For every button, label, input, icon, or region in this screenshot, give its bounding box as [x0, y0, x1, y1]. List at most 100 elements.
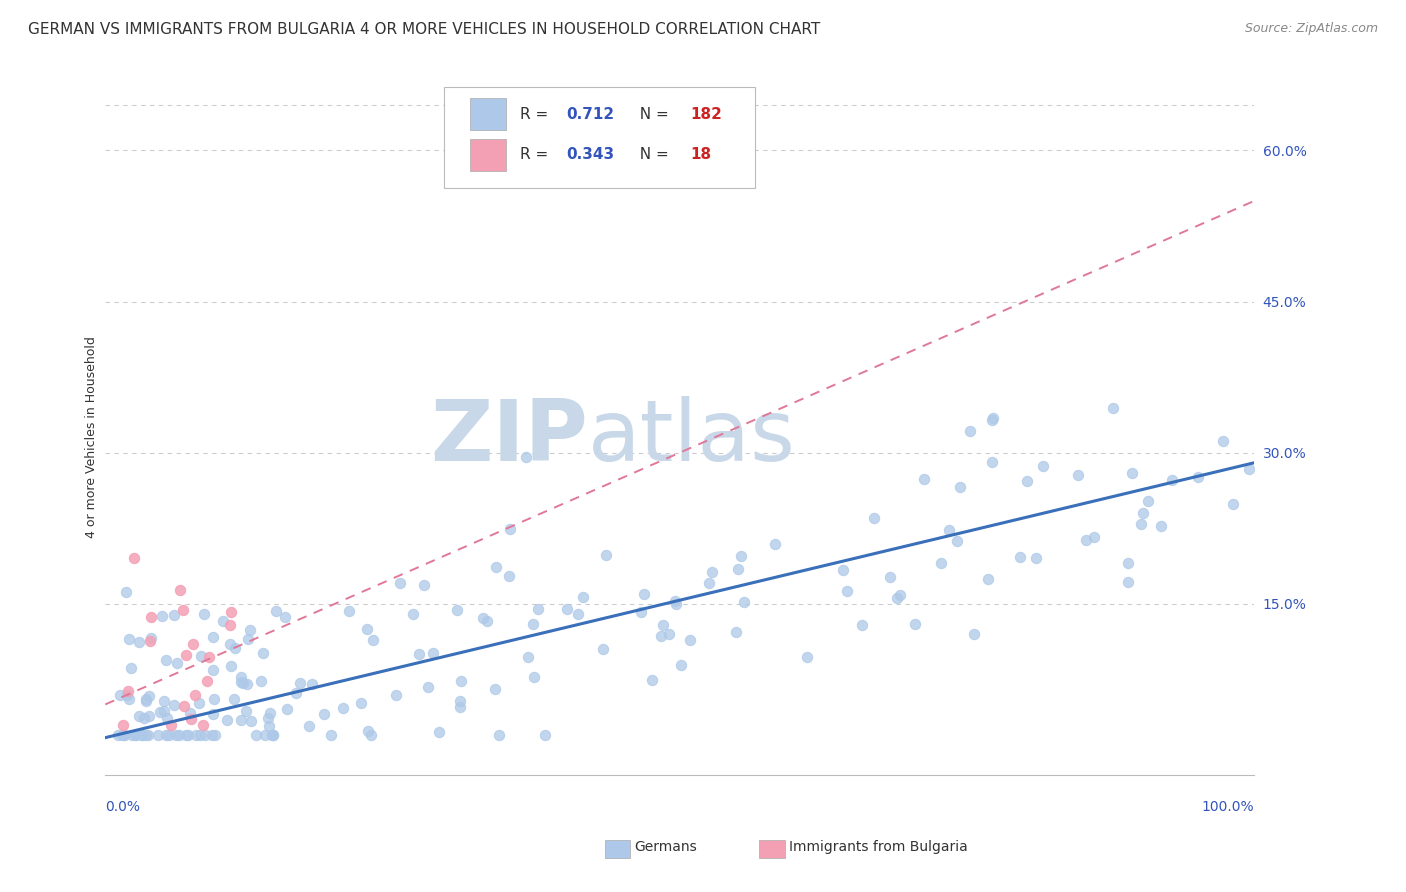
Point — [449, 694, 471, 708]
Point — [446, 603, 468, 617]
Point — [517, 650, 540, 665]
Point — [148, 728, 170, 742]
Point — [980, 455, 1002, 469]
Point — [197, 650, 219, 665]
Point — [484, 681, 506, 696]
Point — [118, 691, 141, 706]
Point — [664, 594, 686, 608]
Point — [138, 689, 160, 703]
Point — [1017, 474, 1039, 488]
Text: Germans: Germans — [634, 840, 697, 855]
Point — [449, 700, 471, 714]
Point — [157, 728, 180, 742]
Point — [188, 696, 211, 710]
Point — [835, 583, 858, 598]
Point — [135, 728, 157, 742]
Point — [571, 591, 593, 605]
Point — [592, 641, 614, 656]
Point — [527, 602, 550, 616]
Point — [1130, 517, 1153, 532]
Point — [219, 617, 242, 632]
Point — [477, 614, 499, 628]
Point — [533, 728, 555, 742]
Point — [356, 622, 378, 636]
Text: ZIP: ZIP — [430, 396, 588, 479]
Point — [1132, 506, 1154, 520]
Point — [131, 728, 153, 742]
Point — [262, 728, 284, 742]
Point — [384, 688, 406, 702]
Text: R =: R = — [520, 107, 553, 122]
Point — [184, 689, 207, 703]
Point — [120, 661, 142, 675]
Point — [515, 450, 537, 464]
Point — [117, 684, 139, 698]
Point — [863, 511, 886, 525]
Point — [219, 659, 242, 673]
Point — [408, 647, 430, 661]
Point — [912, 471, 935, 485]
Point — [236, 676, 259, 690]
Point — [1150, 519, 1173, 533]
Point — [963, 626, 986, 640]
Point — [166, 656, 188, 670]
Point — [118, 632, 141, 646]
Point — [471, 610, 494, 624]
FancyBboxPatch shape — [444, 87, 755, 188]
Point — [124, 728, 146, 742]
Point — [174, 648, 197, 662]
Point — [152, 704, 174, 718]
Point — [112, 728, 135, 742]
Point — [959, 424, 981, 438]
Point — [929, 556, 952, 570]
Point — [138, 708, 160, 723]
Text: 0.0%: 0.0% — [105, 800, 141, 814]
Point — [1222, 497, 1244, 511]
Point — [671, 658, 693, 673]
Point — [702, 565, 724, 579]
Point — [204, 692, 226, 706]
Point — [499, 522, 522, 536]
Point — [239, 623, 262, 637]
Point — [427, 725, 450, 739]
Point — [389, 575, 412, 590]
Point — [235, 704, 257, 718]
Point — [134, 711, 156, 725]
Point — [128, 709, 150, 723]
Point — [169, 728, 191, 742]
Point — [229, 670, 252, 684]
Point — [1239, 462, 1261, 476]
Point — [633, 587, 655, 601]
Point — [312, 706, 335, 721]
Point — [139, 634, 162, 648]
Point — [152, 694, 174, 708]
Point — [236, 632, 259, 646]
Text: N =: N = — [630, 107, 673, 122]
Point — [165, 728, 187, 742]
Point — [262, 728, 284, 742]
Point — [1161, 473, 1184, 487]
Point — [111, 728, 134, 742]
Point — [125, 728, 148, 742]
Point — [193, 717, 215, 731]
Text: 182: 182 — [690, 107, 723, 122]
Point — [851, 618, 873, 632]
Point — [135, 693, 157, 707]
Point — [1102, 401, 1125, 415]
Point — [136, 728, 159, 742]
Point — [202, 630, 225, 644]
Point — [128, 634, 150, 648]
Point — [946, 533, 969, 548]
Point — [254, 728, 277, 742]
Point — [641, 673, 664, 688]
Point — [697, 575, 720, 590]
Point — [231, 713, 253, 727]
Point — [176, 728, 198, 742]
Point — [224, 640, 246, 655]
Point — [796, 650, 818, 665]
Point — [1025, 551, 1047, 566]
Point — [422, 646, 444, 660]
Point — [122, 551, 145, 566]
Point — [522, 617, 544, 632]
Point — [163, 698, 186, 713]
